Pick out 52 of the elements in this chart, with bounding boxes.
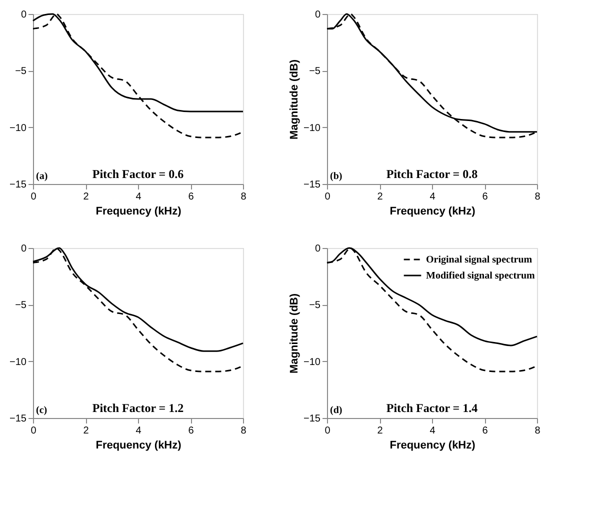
x-tick-label: 0 bbox=[30, 192, 37, 202]
annotation: (d) bbox=[330, 405, 342, 416]
y-tick-label: −15 bbox=[304, 180, 321, 190]
y-tick-label: −10 bbox=[10, 356, 27, 368]
x-tick-label: 4 bbox=[136, 192, 142, 202]
x-tick-label: 8 bbox=[534, 426, 541, 436]
y-tick-label: 0 bbox=[20, 10, 27, 20]
y-tick-label: −10 bbox=[304, 122, 321, 134]
x-axis-title: Frequency (kHz) bbox=[390, 206, 476, 218]
x-axis-title: Frequency (kHz) bbox=[96, 440, 182, 452]
annotation: (c) bbox=[36, 405, 48, 416]
x-tick-label: 4 bbox=[430, 192, 436, 202]
x-tick-label: 2 bbox=[377, 426, 384, 436]
y-tick-label: −10 bbox=[10, 122, 27, 134]
y-tick-label: −10 bbox=[304, 356, 321, 368]
x-tick-label: 2 bbox=[83, 426, 90, 436]
x-tick-label: 6 bbox=[482, 192, 488, 202]
y-axis-title: Magnitude (dB) bbox=[288, 293, 301, 374]
y-tick-label: 0 bbox=[314, 10, 321, 20]
y-tick-label: 0 bbox=[314, 244, 321, 254]
x-axis-title: Frequency (kHz) bbox=[96, 206, 182, 218]
x-tick-label: 8 bbox=[240, 192, 247, 202]
y-tick-label: −5 bbox=[15, 300, 27, 312]
x-tick-label: 4 bbox=[136, 426, 142, 436]
y-tick-label: −15 bbox=[304, 414, 321, 424]
annotation: Pitch Factor = 0.6 bbox=[92, 167, 184, 181]
y-tick-label: −15 bbox=[10, 414, 27, 424]
x-tick-label: 6 bbox=[188, 192, 194, 202]
x-tick-label: 2 bbox=[83, 192, 90, 202]
x-tick-label: 6 bbox=[482, 426, 488, 436]
y-tick-label: −5 bbox=[309, 300, 321, 312]
annotation: Pitch Factor = 1.2 bbox=[92, 401, 184, 415]
annotation: Pitch Factor = 1.4 bbox=[386, 401, 478, 415]
x-tick-label: 8 bbox=[240, 426, 247, 436]
y-tick-label: 0 bbox=[20, 244, 27, 254]
x-tick-label: 8 bbox=[534, 192, 541, 202]
x-axis-title: Frequency (kHz) bbox=[390, 440, 476, 452]
x-tick-label: 0 bbox=[324, 426, 331, 436]
annotation: (b) bbox=[330, 171, 342, 182]
x-tick-label: 0 bbox=[30, 426, 37, 436]
x-tick-label: 6 bbox=[188, 426, 194, 436]
legend-label: Original signal spectrum bbox=[426, 254, 533, 266]
annotation: (a) bbox=[36, 171, 48, 182]
y-tick-label: −5 bbox=[309, 66, 321, 78]
y-axis-title: Magnitude (dB) bbox=[288, 59, 301, 140]
legend-label: Modified signal spectrum bbox=[426, 270, 536, 282]
y-tick-label: −15 bbox=[10, 180, 27, 190]
x-tick-label: 0 bbox=[324, 192, 331, 202]
annotation: Pitch Factor = 0.8 bbox=[386, 167, 478, 181]
y-tick-label: −5 bbox=[15, 66, 27, 78]
x-tick-label: 2 bbox=[377, 192, 384, 202]
x-tick-label: 4 bbox=[430, 426, 436, 436]
